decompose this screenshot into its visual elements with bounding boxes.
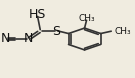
Text: CH₃: CH₃ xyxy=(78,14,95,23)
Text: N: N xyxy=(1,33,11,45)
Text: CH₃: CH₃ xyxy=(114,27,131,36)
Text: N: N xyxy=(24,33,33,45)
Text: S: S xyxy=(52,25,60,38)
Text: HS: HS xyxy=(29,8,46,21)
